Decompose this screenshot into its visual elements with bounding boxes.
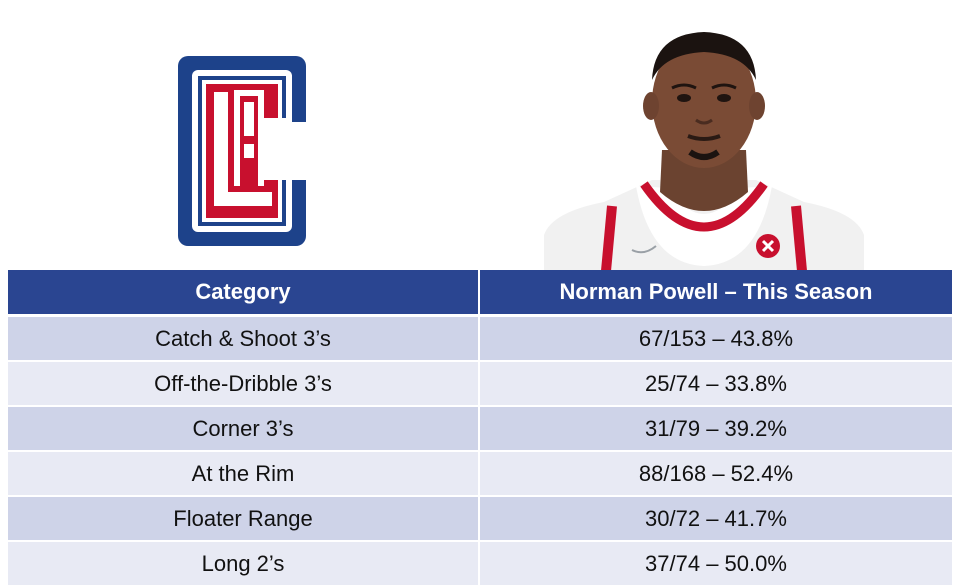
value-cell: 88/168 – 52.4%: [479, 451, 952, 497]
value-cell: 30/72 – 41.7%: [479, 496, 952, 542]
value-cell: 31/79 – 39.2%: [479, 406, 952, 452]
table-row: Corner 3’s 31/79 – 39.2%: [8, 406, 952, 452]
value-cell: 25/74 – 33.8%: [479, 361, 952, 407]
category-cell: Off-the-Dribble 3’s: [8, 361, 480, 407]
header-category: Category: [8, 270, 480, 317]
category-cell: Long 2’s: [8, 541, 480, 587]
value-cell: 37/74 – 50.0%: [479, 541, 952, 587]
category-cell: Corner 3’s: [8, 406, 480, 452]
clippers-logo: [178, 56, 306, 246]
value-cell: 67/153 – 43.8%: [479, 315, 952, 362]
category-cell: Floater Range: [8, 496, 480, 542]
table-row: Floater Range 30/72 – 41.7%: [8, 496, 952, 542]
table-row: Long 2’s 37/74 – 50.0%: [8, 541, 952, 587]
player-headshot: [544, 32, 864, 271]
category-cell: At the Rim: [8, 451, 480, 497]
table-row: At the Rim 88/168 – 52.4%: [8, 451, 952, 497]
table-header-row: Category Norman Powell – This Season: [8, 270, 952, 317]
table-row: Catch & Shoot 3’s 67/153 – 43.8%: [8, 315, 952, 362]
table-row: Off-the-Dribble 3’s 25/74 – 33.8%: [8, 361, 952, 407]
header-player-season: Norman Powell – This Season: [479, 270, 952, 317]
category-cell: Catch & Shoot 3’s: [8, 315, 480, 362]
shooting-stats-table: Category Norman Powell – This Season Cat…: [8, 270, 952, 587]
